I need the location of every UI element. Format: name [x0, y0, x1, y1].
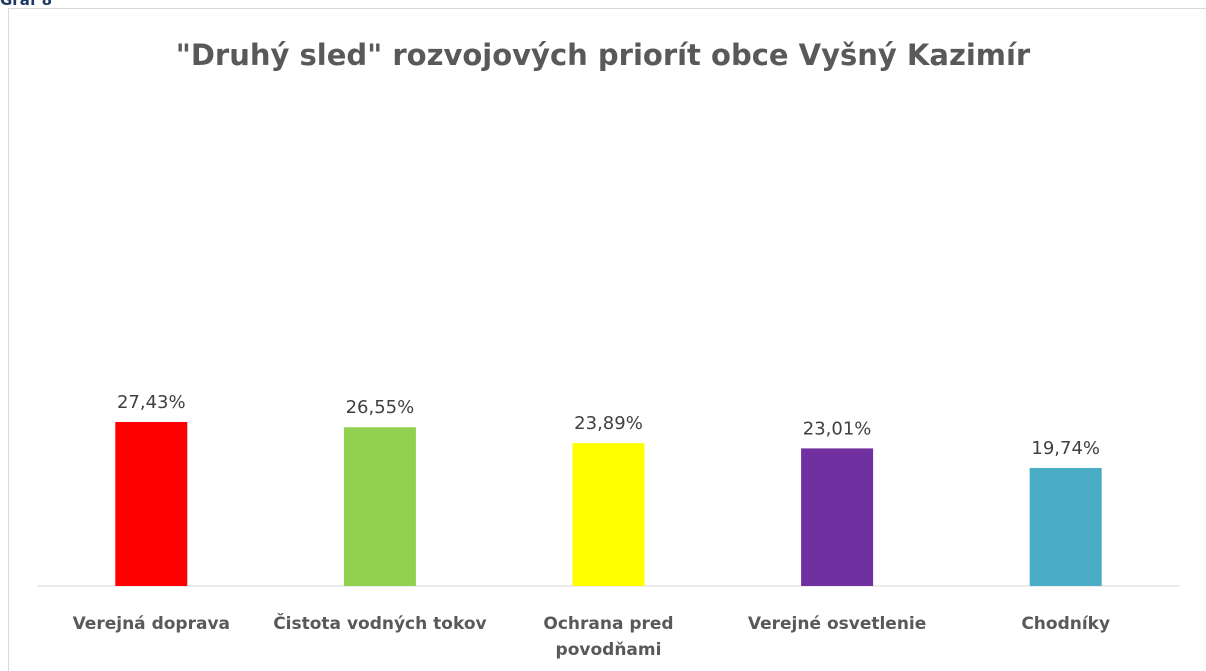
x-tick-label: Verejné osvetlenie: [747, 614, 927, 634]
data-label: 26,55%: [346, 397, 415, 418]
x-tick-label: Verejná doprava: [72, 614, 230, 634]
data-label: 23,89%: [574, 413, 643, 434]
chart-title: "Druhý sled" rozvojových priorít obce Vy…: [175, 38, 1031, 72]
data-label: 27,43%: [117, 392, 186, 413]
x-tick-label: Čistota vodných tokov: [273, 614, 487, 634]
bar: [801, 448, 874, 586]
bar: [343, 427, 416, 586]
x-tick-label: Ochrana pred povodňami: [543, 614, 674, 660]
bar: [1029, 467, 1102, 586]
data-label: 23,01%: [803, 418, 872, 439]
data-label: 19,74%: [1031, 438, 1100, 459]
chart-frame: [8, 8, 1206, 671]
caption: Graf 8: [0, 0, 53, 9]
bar: [572, 443, 645, 586]
bar: [115, 421, 188, 586]
x-tick-label: Chodníky: [1021, 614, 1111, 634]
